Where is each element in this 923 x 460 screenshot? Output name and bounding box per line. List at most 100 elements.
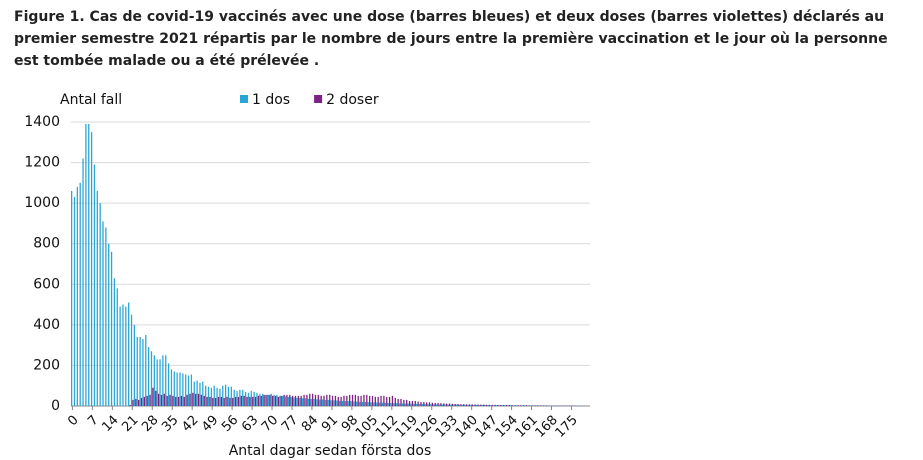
bar xyxy=(407,403,409,406)
bar xyxy=(160,394,163,406)
bar xyxy=(333,400,335,406)
bar xyxy=(193,381,195,406)
bar xyxy=(299,397,301,406)
bar xyxy=(416,403,418,406)
bar xyxy=(410,403,412,406)
bar xyxy=(517,405,519,406)
y-tick-label: 1000 xyxy=(24,195,60,211)
bar xyxy=(185,374,187,406)
bar xyxy=(224,384,227,406)
x-tick-label: 28 xyxy=(139,413,161,435)
bar xyxy=(430,404,432,406)
bar xyxy=(129,404,131,406)
bar xyxy=(474,404,476,406)
bar xyxy=(130,314,133,406)
bar xyxy=(433,404,435,406)
bar xyxy=(324,399,327,406)
bar xyxy=(538,405,540,406)
bar xyxy=(85,124,87,407)
bar xyxy=(227,386,230,406)
bar xyxy=(396,403,398,406)
bar xyxy=(339,400,341,406)
bar xyxy=(346,395,348,406)
bar xyxy=(135,398,137,406)
bar xyxy=(293,397,295,406)
bar xyxy=(150,351,153,406)
bar xyxy=(374,396,376,406)
bar xyxy=(518,405,520,406)
bar xyxy=(79,182,81,406)
bar xyxy=(125,306,127,406)
x-axis-label: Antal dagar sedan första dos xyxy=(229,443,432,459)
bar xyxy=(132,399,134,406)
bar xyxy=(501,405,503,406)
bar xyxy=(534,405,536,406)
bar xyxy=(157,393,160,406)
bar xyxy=(331,395,334,406)
bar xyxy=(213,385,215,406)
bar xyxy=(206,396,208,406)
bar xyxy=(244,391,247,406)
bar xyxy=(82,158,84,406)
bar xyxy=(373,402,375,406)
bar xyxy=(102,221,104,406)
bar xyxy=(262,393,264,406)
bar xyxy=(226,396,228,406)
bar xyxy=(470,404,472,406)
y-tick-label: 0 xyxy=(51,398,60,414)
bar xyxy=(397,398,399,406)
bar xyxy=(140,397,143,406)
bar xyxy=(304,398,307,406)
bar xyxy=(187,375,190,406)
bar xyxy=(283,394,285,406)
bar xyxy=(200,394,203,406)
bar xyxy=(242,389,244,406)
y-tick-label: 200 xyxy=(33,357,60,373)
bar xyxy=(443,403,445,406)
bar xyxy=(133,324,136,406)
bar xyxy=(314,394,317,406)
legend-swatch xyxy=(314,95,323,103)
bar xyxy=(453,404,455,406)
bar xyxy=(207,386,210,406)
bar xyxy=(441,404,443,406)
bar xyxy=(376,402,378,406)
bar xyxy=(216,387,218,406)
bar xyxy=(143,396,146,406)
bar xyxy=(73,197,76,406)
bar xyxy=(317,394,319,406)
bar xyxy=(166,395,168,406)
bar xyxy=(357,395,359,406)
bar xyxy=(186,394,188,406)
bar xyxy=(128,302,130,406)
bar xyxy=(287,396,290,406)
bar xyxy=(423,401,425,406)
bar xyxy=(240,395,242,406)
bar xyxy=(524,405,526,406)
bar xyxy=(337,396,339,406)
bar xyxy=(330,400,332,406)
bar xyxy=(220,396,222,406)
bar xyxy=(296,397,298,406)
bar xyxy=(179,372,181,406)
bar xyxy=(307,398,309,406)
bar xyxy=(273,394,275,406)
bar xyxy=(156,359,158,406)
bar xyxy=(303,394,305,406)
bar xyxy=(215,397,217,406)
bar xyxy=(230,386,232,406)
bar xyxy=(521,405,523,406)
bar xyxy=(212,397,214,406)
bar xyxy=(159,359,161,406)
bar xyxy=(175,396,177,406)
bar xyxy=(155,390,157,406)
bar xyxy=(351,394,354,406)
bar xyxy=(383,395,385,406)
bar xyxy=(468,404,471,406)
bar xyxy=(458,404,461,406)
bar xyxy=(203,395,205,406)
bar xyxy=(172,395,174,406)
bar xyxy=(417,401,419,406)
bar xyxy=(110,251,113,406)
bar xyxy=(329,394,331,406)
